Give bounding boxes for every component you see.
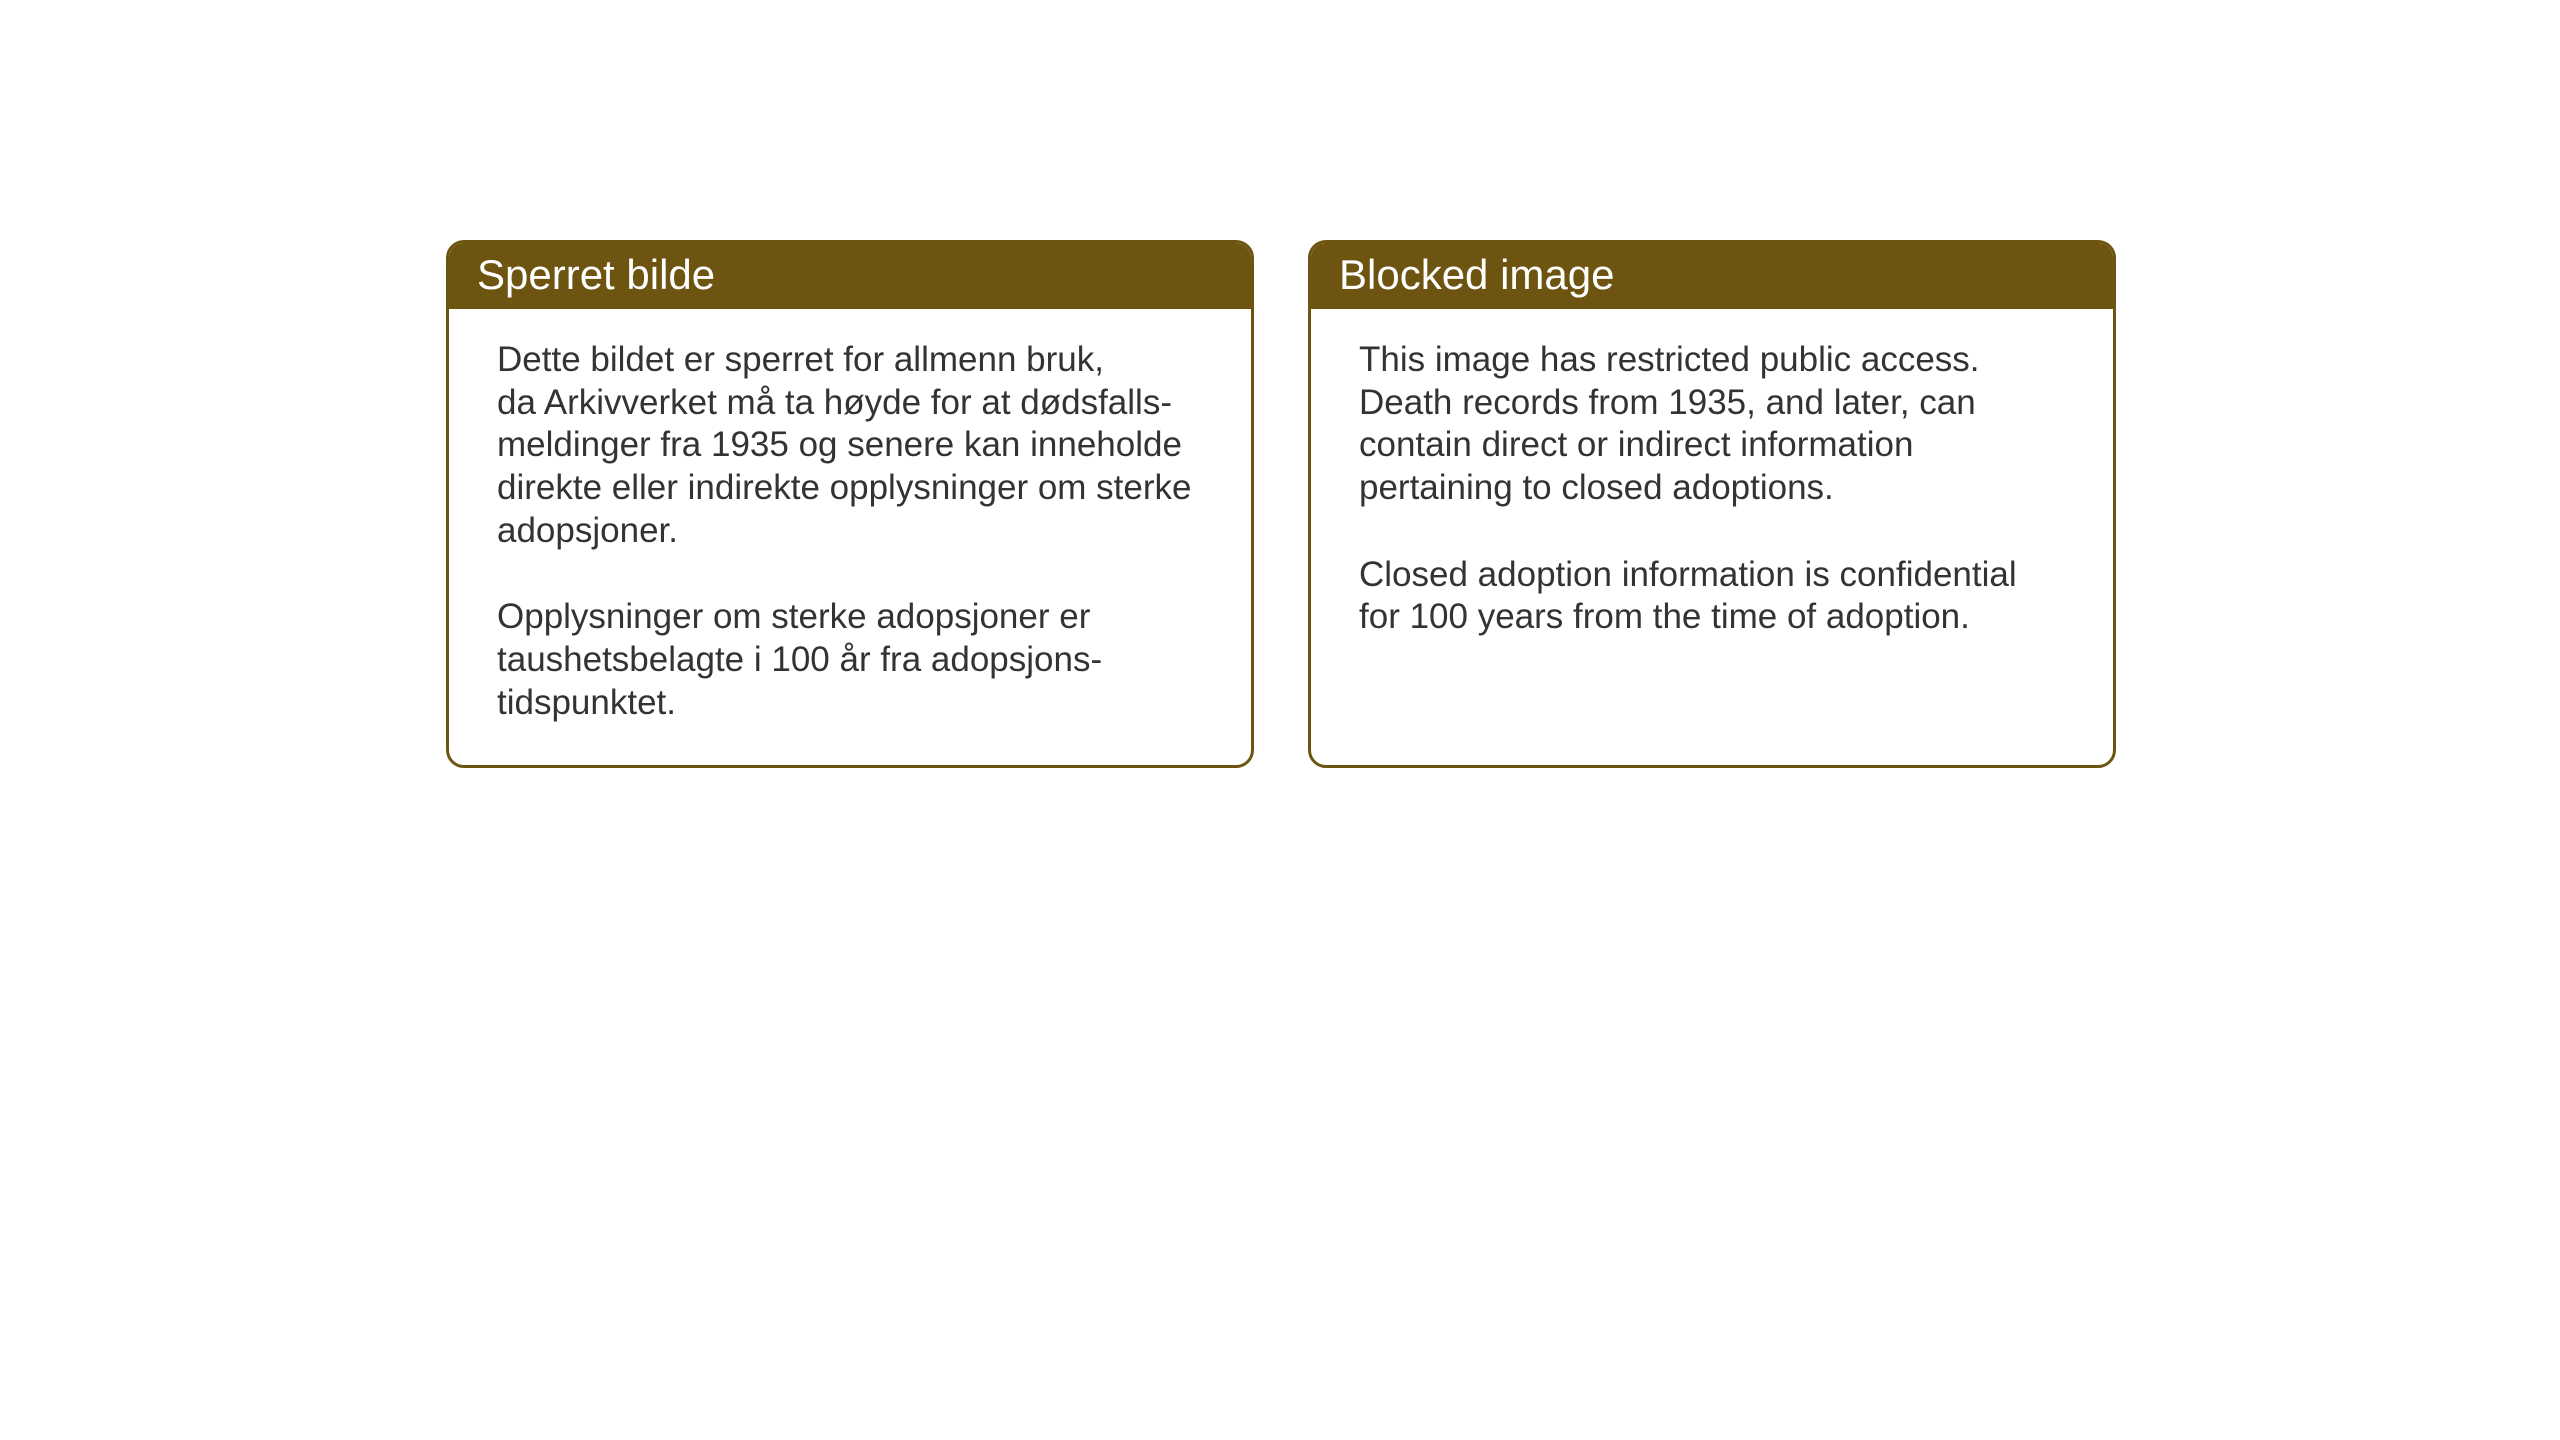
card-english: Blocked image This image has restricted …	[1308, 240, 2116, 768]
card-header-english: Blocked image	[1311, 243, 2113, 309]
card-title-english: Blocked image	[1339, 251, 1614, 298]
card-paragraph-2-english: Closed adoption information is confident…	[1359, 554, 2065, 639]
card-body-norwegian: Dette bildet er sperret for allmenn bruk…	[449, 309, 1251, 765]
card-paragraph-2-norwegian: Opplysninger om sterke adopsjoner er tau…	[497, 596, 1203, 724]
card-title-norwegian: Sperret bilde	[477, 251, 715, 298]
card-header-norwegian: Sperret bilde	[449, 243, 1251, 309]
card-paragraph-1-english: This image has restricted public access.…	[1359, 339, 2065, 510]
card-paragraph-1-norwegian: Dette bildet er sperret for allmenn bruk…	[497, 339, 1203, 552]
cards-container: Sperret bilde Dette bildet er sperret fo…	[446, 240, 2116, 768]
card-norwegian: Sperret bilde Dette bildet er sperret fo…	[446, 240, 1254, 768]
card-body-english: This image has restricted public access.…	[1311, 309, 2113, 747]
